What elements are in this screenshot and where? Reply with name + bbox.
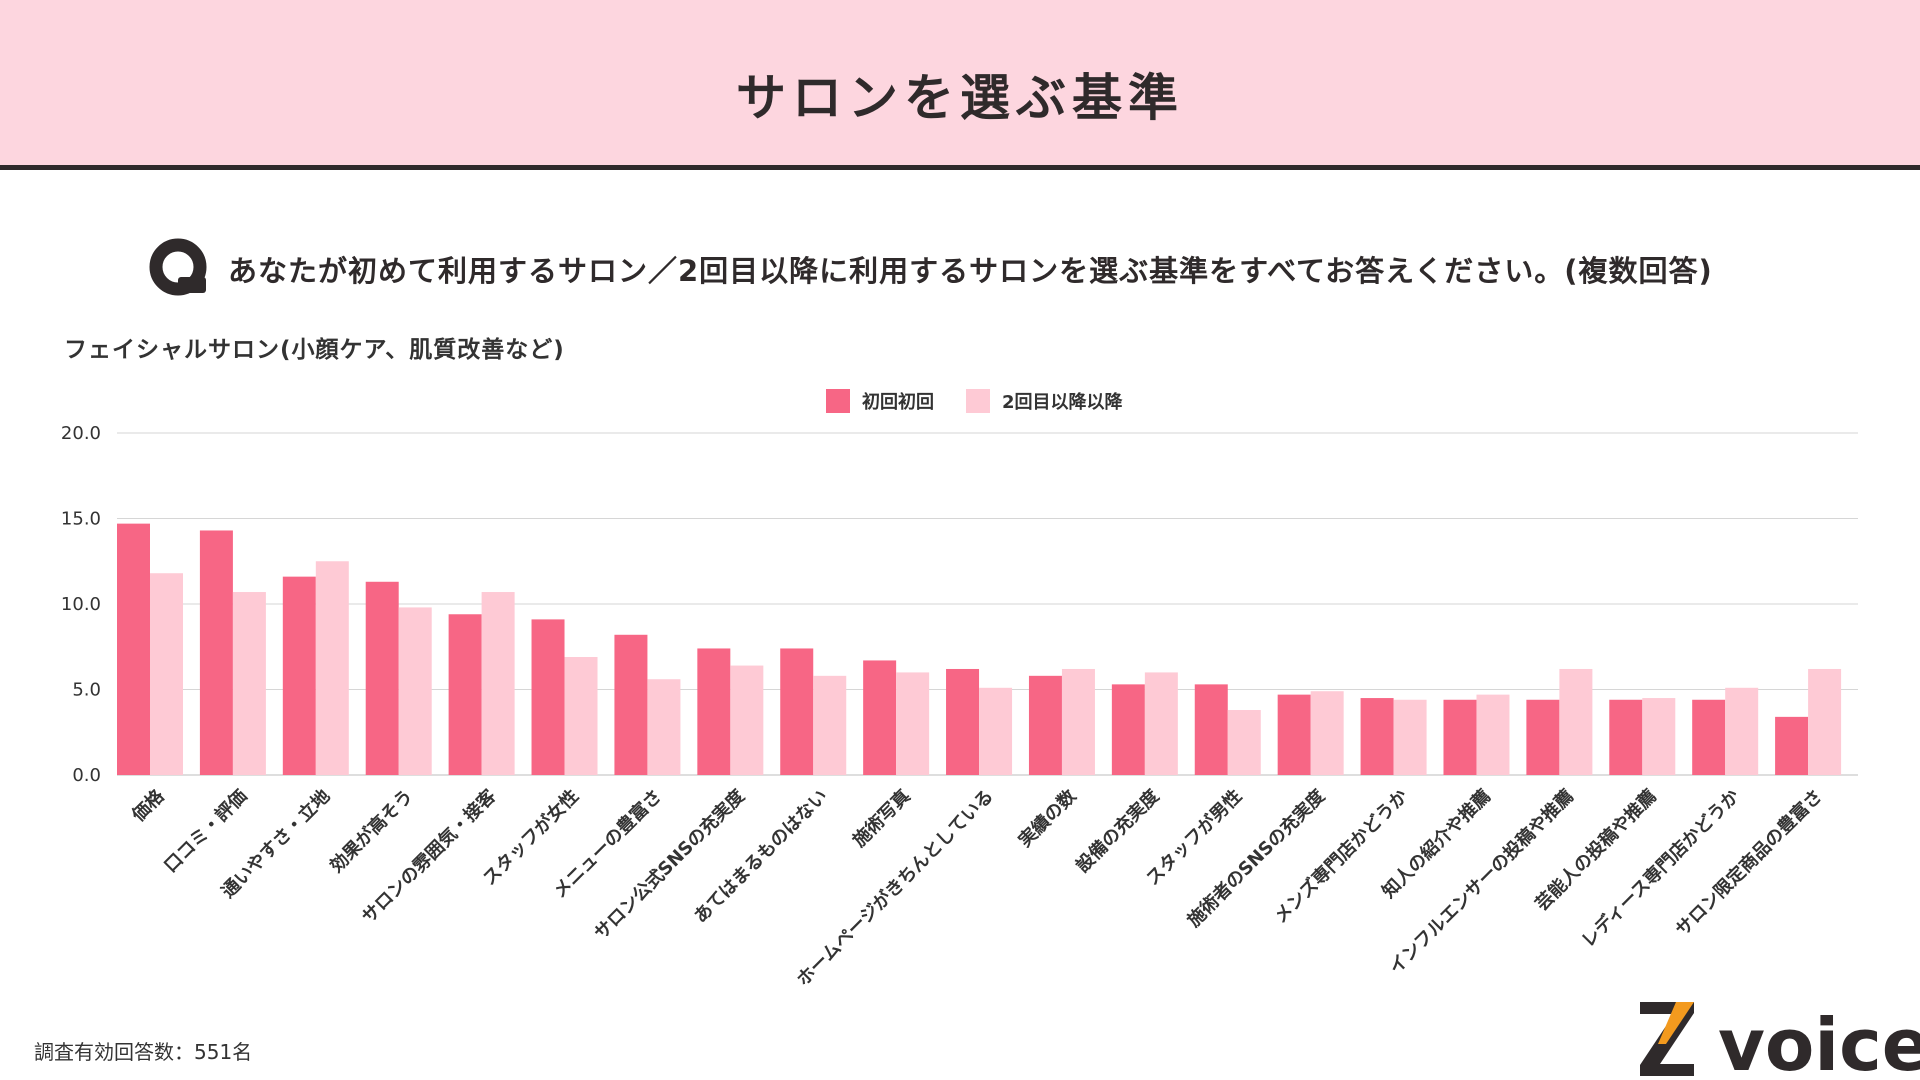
y-tick-label: 20.0	[61, 423, 101, 444]
bar-series2	[1061, 668, 1095, 775]
bar-series2	[1227, 710, 1261, 775]
bar-series2	[1144, 672, 1178, 775]
x-tick-label: 価格	[127, 784, 169, 826]
x-tick-label: 設備の充実度	[1071, 784, 1164, 877]
bar-series2	[1559, 668, 1593, 775]
page-title: サロンを選ぶ基準	[736, 69, 1184, 127]
bar-series2	[315, 561, 349, 775]
bar-series1	[1360, 698, 1394, 775]
bar-series2	[813, 675, 847, 775]
bar-series1	[1526, 699, 1560, 775]
bar-series2	[647, 679, 681, 775]
y-tick-label: 5.0	[72, 680, 101, 701]
bar-series1	[448, 614, 482, 775]
bar-series1	[1775, 716, 1809, 775]
bar-series1	[1692, 699, 1726, 775]
bar-series1	[1111, 684, 1145, 775]
x-tick-label: 実績の数	[1014, 784, 1081, 851]
bar-series1	[531, 619, 565, 775]
legend-label-series2: 2回目以降以降	[1002, 392, 1123, 413]
bar-series2	[564, 657, 598, 775]
q-icon	[149, 238, 207, 296]
logo-text: voice	[1718, 1003, 1920, 1080]
bar-series2	[232, 592, 266, 775]
zvoice-logo: voice	[1640, 1002, 1920, 1080]
bar-series2	[896, 672, 930, 775]
bar-chart: 0.05.010.015.020.0価格口コミ・評価通いやすさ・立地効果が高そう…	[61, 423, 1858, 990]
bar-series2	[1808, 668, 1842, 775]
bar-series2	[1476, 694, 1510, 775]
x-tick-label: サロンの雰囲気・接客	[357, 784, 501, 928]
legend-label-series1: 初回初回	[862, 392, 934, 413]
bar-series1	[199, 530, 233, 775]
header-banner: サロンを選ぶ基準	[0, 0, 1920, 170]
x-tick-label: 口コミ・評価	[160, 785, 252, 877]
bar-series1	[282, 576, 316, 775]
bar-series1	[614, 634, 648, 775]
bar-series2	[398, 607, 432, 775]
chart-subtitle: フェイシャルサロン(小顔ケア、肌質改善など)	[64, 337, 565, 363]
bar-series1	[946, 668, 980, 775]
legend-swatch-series2	[966, 389, 990, 413]
bar-series1	[1609, 699, 1643, 775]
bar-series1	[365, 581, 399, 775]
bar-series1	[697, 648, 731, 775]
x-tick-label: サロン公式SNSの充実度	[590, 784, 750, 944]
survey-question: あなたが初めて利用するサロン／2回目以降に利用するサロンを選ぶ基準をすべてお答え…	[228, 254, 1713, 288]
legend-item-series2: 2回目以降以降	[966, 388, 1123, 414]
y-tick-label: 10.0	[61, 594, 101, 615]
x-tick-label: 効果が高そう	[325, 785, 417, 877]
x-tick-label: サロン限定商品の豊富さ	[1671, 785, 1827, 941]
x-tick-label: 施術者のSNSの充実度	[1183, 784, 1330, 931]
bar-series2	[979, 687, 1013, 775]
bar-series2	[1393, 699, 1427, 775]
x-tick-label: メンズ専門店かどうか	[1270, 785, 1413, 928]
bar-series2	[730, 665, 764, 775]
bar-series1	[1028, 675, 1062, 775]
y-tick-label: 0.0	[72, 765, 101, 786]
bar-series1	[863, 660, 897, 775]
bar-series2	[481, 592, 515, 775]
bar-series2	[150, 573, 183, 775]
response-count-footnote: 調査有効回答数：551名	[34, 1040, 253, 1064]
bar-series1	[117, 523, 150, 775]
chart-legend: 初回初回 2回目以降以降	[826, 388, 1155, 414]
bar-series1	[1194, 684, 1228, 775]
x-tick-label: 施術写真	[848, 785, 914, 851]
bar-series1	[1277, 694, 1311, 775]
legend-swatch-series1	[826, 389, 850, 413]
bar-series2	[1725, 687, 1759, 775]
bar-series2	[1310, 691, 1344, 775]
legend-item-series1: 初回初回	[826, 388, 934, 414]
bar-series1	[1443, 699, 1477, 775]
y-tick-label: 15.0	[61, 509, 101, 530]
x-tick-label: レディース専門店かどうか	[1577, 785, 1744, 952]
bar-series1	[780, 648, 814, 775]
bar-series2	[1642, 698, 1676, 775]
